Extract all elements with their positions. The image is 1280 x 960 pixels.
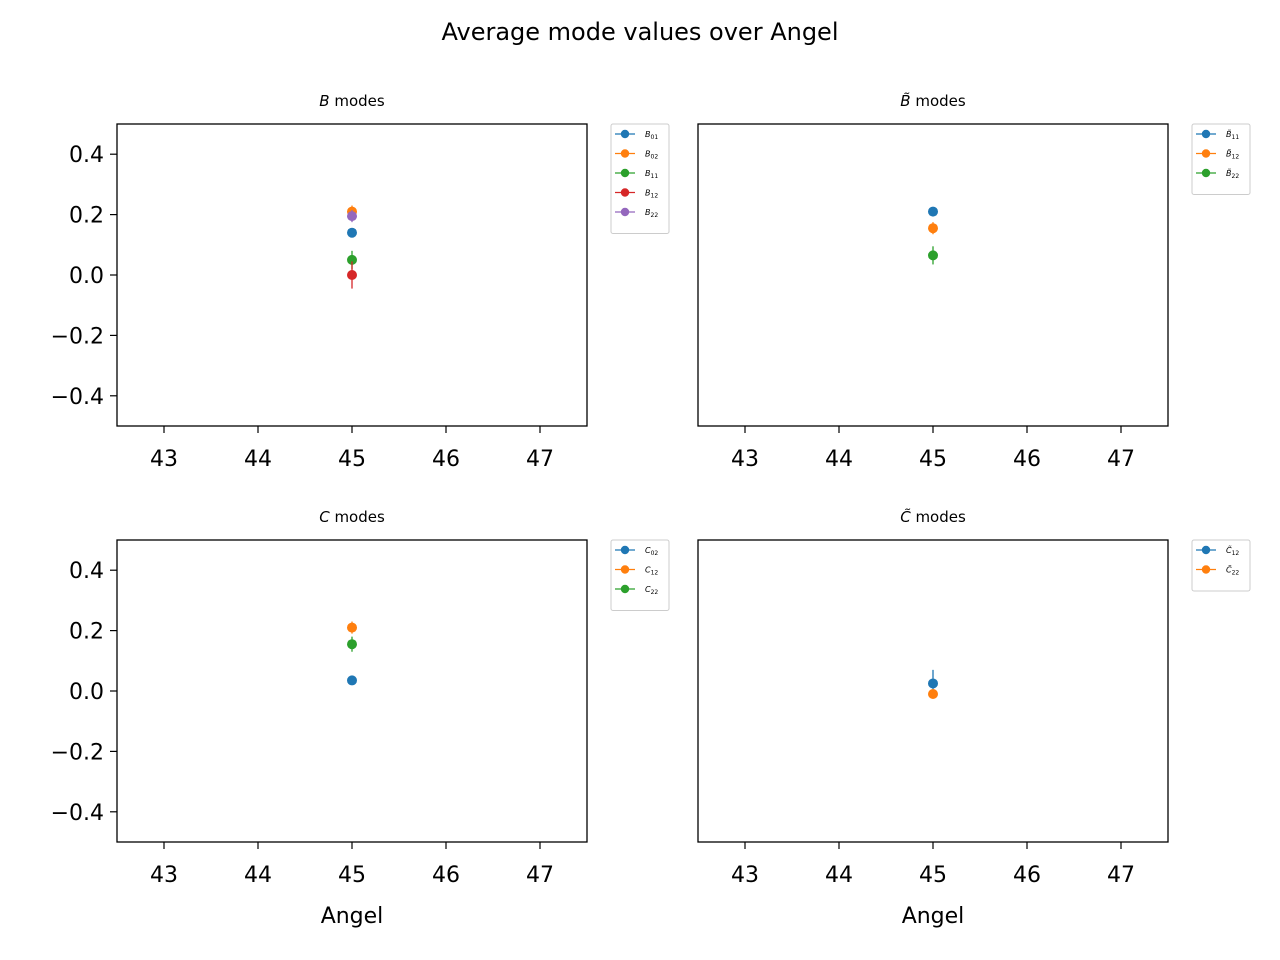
x-tick-label: 47	[1107, 447, 1135, 472]
x-tick-label: 43	[150, 863, 178, 888]
figure-title: Average mode values over Angel	[441, 18, 838, 46]
y-tick-label: 0.2	[69, 620, 104, 645]
data-point-B22	[347, 210, 357, 223]
data-marker	[347, 675, 357, 686]
data-point-B̃22	[928, 246, 938, 265]
data-marker	[347, 639, 357, 650]
data-marker	[347, 227, 357, 238]
legend-marker	[620, 565, 630, 574]
legend: B̃11 B̃12 B̃22	[1191, 123, 1251, 195]
y-tick-label: −0.2	[51, 324, 104, 349]
legend: C02 C12 C22	[610, 539, 670, 611]
x-tick-label: 44	[825, 447, 853, 472]
data-point-C22	[347, 636, 357, 652]
legend-marker	[620, 188, 630, 197]
x-tick-label: 46	[1013, 447, 1041, 472]
legend-label: B02	[645, 150, 658, 161]
x-tick-label: 43	[731, 447, 759, 472]
x-tick-label: 47	[526, 863, 554, 888]
legend-marker	[620, 545, 630, 555]
axes-layer: B modes 43 44 45 46 47 0.4 0.2 0.0 −0.2 −0.4 B01 B02…	[51, 91, 1251, 929]
legend-label: B01	[645, 130, 658, 141]
data-marker	[928, 223, 938, 234]
data-point-B12	[347, 261, 357, 289]
legend-box	[1191, 539, 1251, 592]
y-tick-label: −0.2	[51, 740, 104, 765]
legend-label: B12	[645, 189, 658, 200]
data-point-C02	[347, 675, 357, 686]
legend-marker	[620, 168, 630, 178]
data-marker	[928, 678, 938, 689]
legend: B01 B02 B11 B12 B22	[610, 123, 670, 234]
subplot-1: B modes 43 44 45 46 47 0.4 0.2 0.0 −0.2 −0.4 B01 B02…	[51, 92, 670, 472]
legend-label: B̃11	[1226, 129, 1239, 141]
subplot-title: C̃ modes	[900, 507, 966, 526]
x-tick-label: 44	[244, 863, 272, 888]
legend-marker	[1201, 565, 1211, 574]
legend-label: B̃22	[1226, 168, 1239, 180]
data-marker	[347, 211, 357, 222]
subplot-3: C modes 43 44 45 46 47 0.4 0.2 0.0 −0.2 −0.4 Angel C…	[51, 508, 670, 929]
data-point-C12	[347, 621, 357, 634]
x-tick-label: 45	[338, 863, 366, 888]
legend-marker	[620, 129, 630, 139]
x-tick-label: 45	[919, 863, 947, 888]
x-tick-label: 46	[432, 447, 460, 472]
x-tick-label: 45	[919, 447, 947, 472]
legend-label: B̃12	[1226, 148, 1239, 160]
legend-label: C22	[645, 585, 658, 596]
subplot-title: B̃ modes	[900, 91, 966, 110]
data-point-B̃11	[928, 206, 938, 217]
legend-marker	[1201, 168, 1211, 178]
data-marker	[347, 622, 357, 633]
legend-label: C̃22	[1226, 564, 1239, 576]
data-point-C̃22	[928, 689, 938, 700]
y-tick-label: −0.4	[51, 385, 104, 410]
x-tick-label: 44	[825, 863, 853, 888]
legend-marker	[620, 149, 630, 158]
data-point-B̃12	[928, 222, 938, 235]
x-tick-label: 43	[731, 863, 759, 888]
y-tick-label: 0.0	[69, 264, 104, 289]
x-tick-label: 45	[338, 447, 366, 472]
y-tick-label: 0.4	[69, 143, 104, 168]
x-tick-label: 44	[244, 447, 272, 472]
x-tick-label: 47	[1107, 863, 1135, 888]
x-tick-label: 46	[1013, 863, 1041, 888]
data-marker	[347, 270, 357, 280]
subplot-4: C̃ modes 43 44 45 46 47 Angel C̃12 C̃22	[697, 507, 1251, 929]
subplot-title: B modes	[319, 92, 385, 110]
legend: C̃12 C̃22	[1191, 539, 1251, 592]
y-tick-label: 0.4	[69, 559, 104, 584]
data-marker	[347, 254, 357, 265]
legend-marker	[1201, 149, 1211, 158]
legend-label: C12	[645, 566, 658, 577]
x-tick-label: 46	[432, 863, 460, 888]
legend-box	[610, 123, 670, 234]
y-tick-label: 0.0	[69, 680, 104, 705]
subplot-2: B̃ modes 43 44 45 46 47 B̃11 B̃12 B̃22	[697, 91, 1251, 472]
data-marker	[928, 206, 938, 217]
legend-label: C̃12	[1226, 545, 1239, 557]
y-tick-label: 0.2	[69, 204, 104, 229]
legend-marker	[1201, 129, 1211, 139]
x-axis-label: Angel	[902, 904, 965, 929]
data-marker	[928, 689, 938, 700]
legend-label: B22	[645, 208, 658, 219]
data-point-B01	[347, 227, 357, 238]
x-tick-label: 43	[150, 447, 178, 472]
legend-marker	[620, 207, 630, 217]
subplot-title: C modes	[319, 508, 385, 526]
data-marker	[928, 250, 938, 261]
x-axis-label: Angel	[321, 904, 384, 929]
x-tick-label: 47	[526, 447, 554, 472]
legend-marker	[620, 584, 630, 594]
legend-label: C02	[645, 546, 658, 557]
y-tick-label: −0.4	[51, 801, 104, 826]
legend-label: B11	[645, 169, 658, 180]
legend-marker	[1201, 545, 1211, 555]
